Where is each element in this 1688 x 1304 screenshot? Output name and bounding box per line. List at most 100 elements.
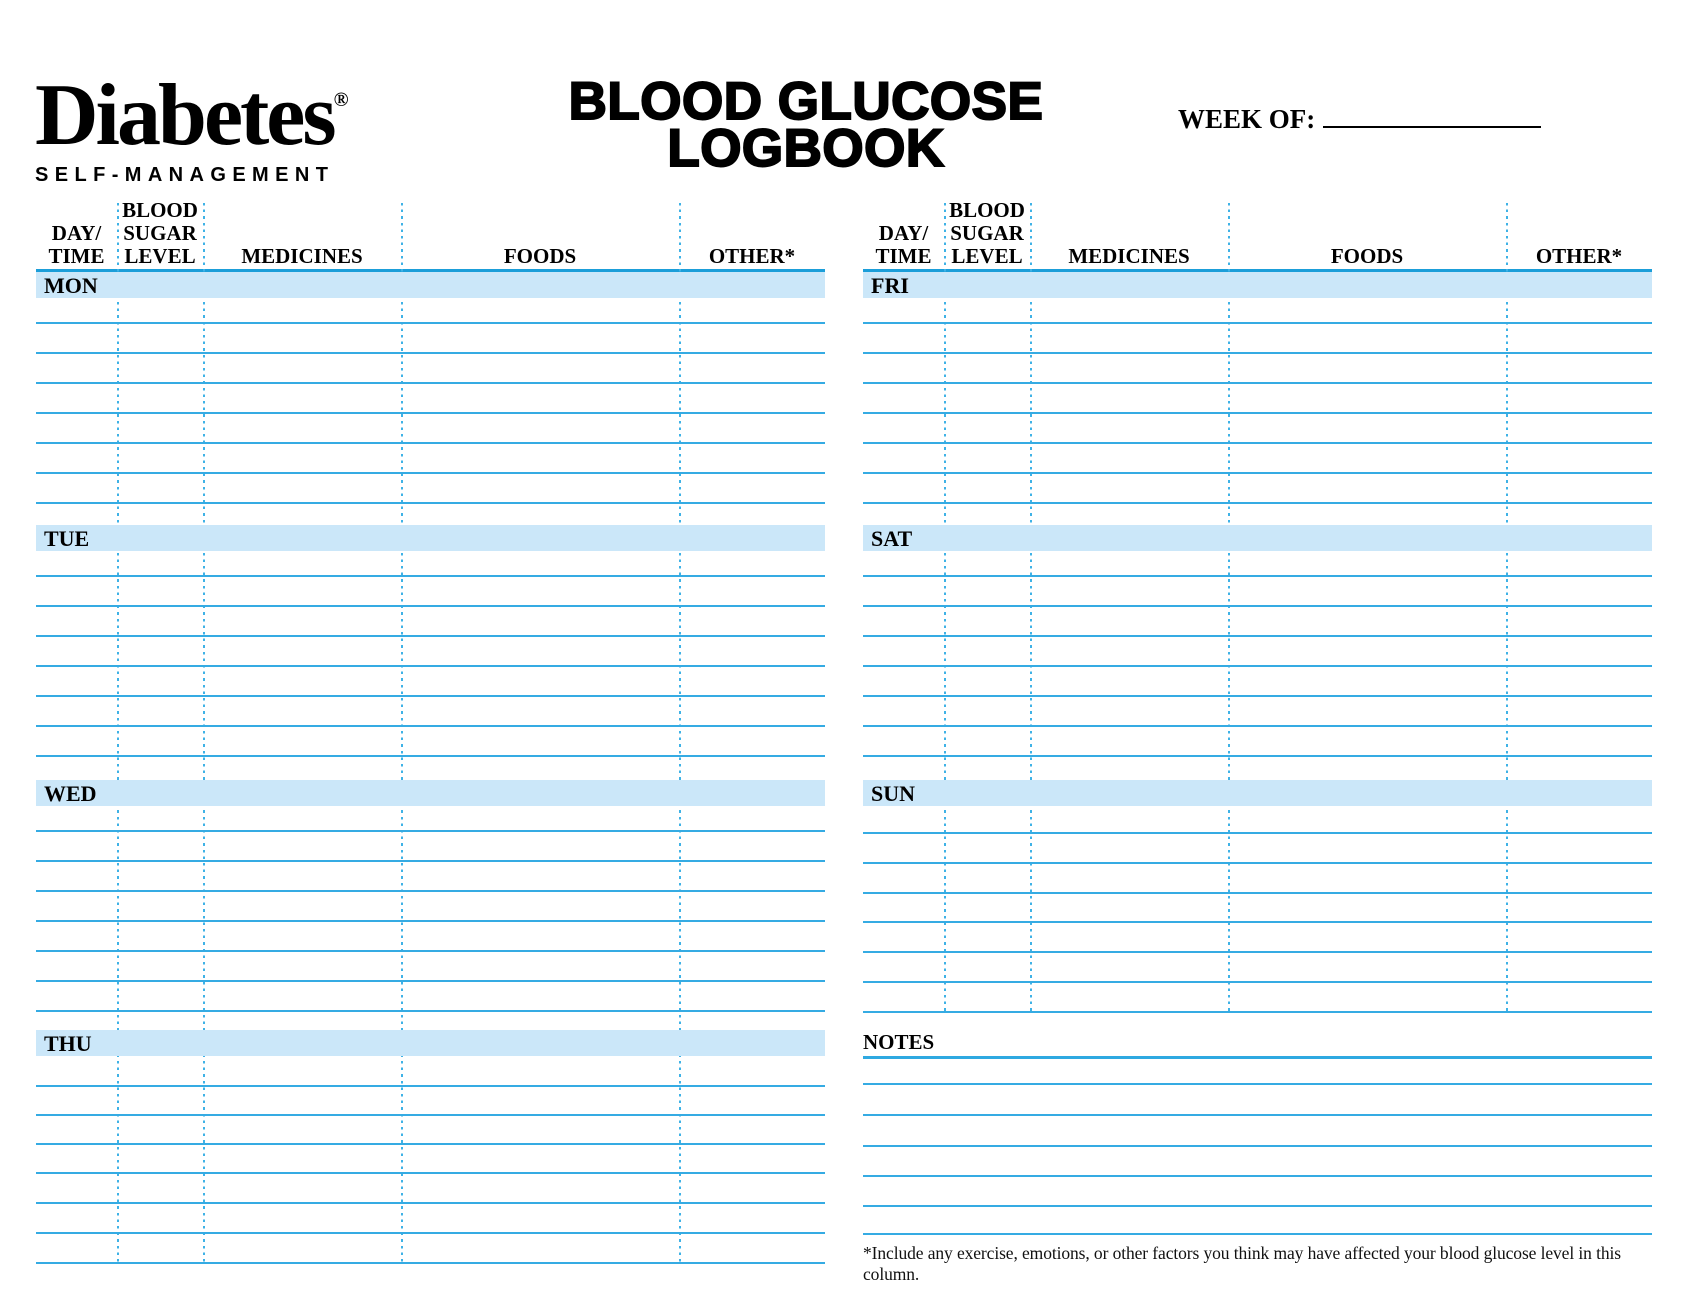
day-band-thu: THU: [36, 1030, 825, 1056]
entry-row-line[interactable]: [36, 1262, 825, 1264]
col-header-blood-sugar: BLOOD SUGAR LEVEL: [122, 198, 198, 268]
day-band-sat: SAT: [863, 525, 1652, 551]
brand-wordmark: Diabetes®: [35, 56, 349, 160]
column-divider-dotted: [1228, 203, 1230, 1012]
entry-row-line[interactable]: [863, 322, 1652, 324]
day-label: SUN: [871, 781, 916, 806]
week-of-fill-line[interactable]: [1323, 104, 1542, 128]
notes-line[interactable]: [863, 1083, 1652, 1085]
entry-row-line[interactable]: [863, 951, 1652, 953]
entry-row-line[interactable]: [863, 921, 1652, 923]
week-of-label: WEEK OF:: [1178, 104, 1316, 134]
col-header-medicines: MEDICINES: [1068, 244, 1190, 268]
entry-row-line[interactable]: [863, 981, 1652, 983]
entry-row-line[interactable]: [36, 1172, 825, 1174]
entry-row-line[interactable]: [36, 635, 825, 637]
brand-name: Diabetes: [35, 67, 337, 164]
entry-row-line[interactable]: [863, 695, 1652, 697]
notes-line[interactable]: [863, 1145, 1652, 1147]
entry-row-line[interactable]: [863, 1011, 1652, 1013]
entry-row-line[interactable]: [36, 665, 825, 667]
brand-logo: Diabetes® SELF-MANAGEMENT: [35, 56, 349, 187]
col-header-other: OTHER*: [708, 244, 796, 268]
entry-row-line[interactable]: [863, 575, 1652, 577]
entry-row-line[interactable]: [36, 1010, 825, 1012]
entry-row-line[interactable]: [863, 725, 1652, 727]
column-divider-dotted: [117, 203, 119, 1262]
entry-row-line[interactable]: [863, 892, 1652, 894]
entry-row-line[interactable]: [863, 352, 1652, 354]
entry-row-line[interactable]: [36, 830, 825, 832]
registered-mark-icon: ®: [333, 89, 349, 111]
entry-row-line[interactable]: [36, 860, 825, 862]
entry-row-line[interactable]: [36, 605, 825, 607]
entry-row-line[interactable]: [36, 1202, 825, 1204]
entry-row-line[interactable]: [863, 472, 1652, 474]
entry-row-line[interactable]: [36, 502, 825, 504]
page-title-line-1: BLOOD GLUCOSE: [568, 72, 1044, 131]
entry-row-line[interactable]: [36, 412, 825, 414]
notes-line[interactable]: [863, 1114, 1652, 1116]
entry-row-line[interactable]: [863, 412, 1652, 414]
day-band-tue: TUE: [36, 525, 825, 551]
entry-row-line[interactable]: [36, 755, 825, 757]
notes-line[interactable]: [863, 1175, 1652, 1177]
page-title-line-2: LOGBOOK: [666, 119, 945, 178]
entry-row-line[interactable]: [36, 725, 825, 727]
day-band-wed: WED: [36, 780, 825, 806]
notes-line[interactable]: [863, 1205, 1652, 1207]
day-label: SAT: [871, 526, 913, 551]
column-divider-dotted: [1030, 203, 1032, 1012]
entry-row-line[interactable]: [36, 472, 825, 474]
footnote: *Include any exercise, emotions, or othe…: [863, 1243, 1621, 1284]
column-divider-dotted: [1506, 203, 1508, 1012]
day-label: WED: [44, 781, 97, 806]
entry-row-line[interactable]: [863, 502, 1652, 504]
page-title: BLOOD GLUCOSE LOGBOOK: [556, 72, 1056, 178]
col-header-day-time: DAY/ TIME: [875, 221, 932, 268]
notes-line[interactable]: [863, 1233, 1652, 1235]
entry-row-line[interactable]: [36, 1085, 825, 1087]
entry-row-line[interactable]: [36, 920, 825, 922]
entry-row-line[interactable]: [863, 665, 1652, 667]
entry-row-line[interactable]: [36, 322, 825, 324]
entry-row-line[interactable]: [36, 352, 825, 354]
column-divider-dotted: [203, 203, 205, 1262]
entry-row-line[interactable]: [863, 442, 1652, 444]
table-header-rule: [36, 269, 825, 272]
col-header-medicines: MEDICINES: [241, 244, 363, 268]
day-label: FRI: [871, 273, 909, 298]
day-band-sun: SUN: [863, 780, 1652, 806]
col-header-blood-sugar: BLOOD SUGAR LEVEL: [949, 198, 1025, 268]
notes-heading-rule: [863, 1056, 1652, 1059]
day-band-fri: FRI: [863, 272, 1652, 298]
log-table-left: DAY/ TIME BLOOD SUGAR LEVEL MEDICINES FO…: [36, 0, 825, 1304]
table-header-rule: [863, 269, 1652, 272]
entry-row-line[interactable]: [36, 382, 825, 384]
entry-row-line[interactable]: [36, 1143, 825, 1145]
column-divider-dotted: [401, 203, 403, 1262]
entry-row-line[interactable]: [36, 1232, 825, 1234]
entry-row-line[interactable]: [36, 695, 825, 697]
entry-row-line[interactable]: [36, 442, 825, 444]
entry-row-line[interactable]: [863, 605, 1652, 607]
entry-row-line[interactable]: [36, 950, 825, 952]
entry-row-line[interactable]: [863, 862, 1652, 864]
day-label: TUE: [44, 526, 90, 551]
col-header-other: OTHER*: [1535, 244, 1623, 268]
log-table-right: DAY/ TIME BLOOD SUGAR LEVEL MEDICINES FO…: [863, 0, 1652, 1304]
col-header-foods: FOODS: [1330, 244, 1404, 268]
notes-label: NOTES: [863, 1030, 935, 1054]
entry-row-line[interactable]: [863, 832, 1652, 834]
entry-row-line[interactable]: [36, 575, 825, 577]
entry-row-line[interactable]: [863, 635, 1652, 637]
entry-row-line[interactable]: [863, 755, 1652, 757]
week-of: WEEK OF:: [1178, 104, 1542, 135]
entry-row-line[interactable]: [36, 1114, 825, 1116]
entry-row-line[interactable]: [36, 980, 825, 982]
day-band-mon: MON: [36, 272, 825, 298]
entry-row-line[interactable]: [36, 890, 825, 892]
col-header-foods: FOODS: [503, 244, 577, 268]
col-header-day-time: DAY/ TIME: [48, 221, 105, 268]
entry-row-line[interactable]: [863, 382, 1652, 384]
